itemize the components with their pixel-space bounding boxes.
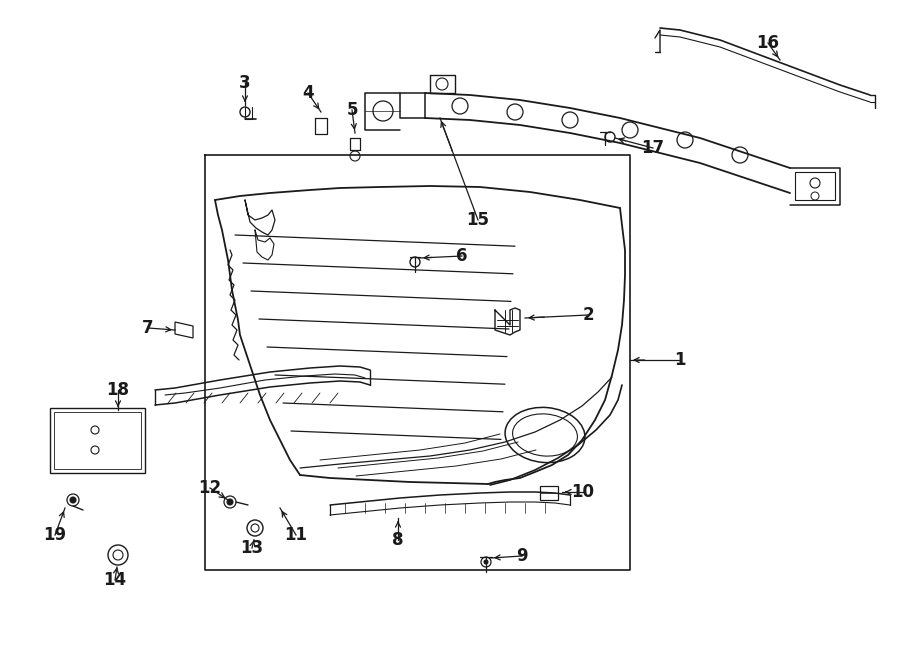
Text: 4: 4 xyxy=(302,84,314,102)
Circle shape xyxy=(484,560,488,564)
Text: 13: 13 xyxy=(240,539,264,557)
Bar xyxy=(54,412,141,469)
Text: 10: 10 xyxy=(572,483,595,501)
Bar xyxy=(50,408,145,473)
Text: 1: 1 xyxy=(674,351,686,369)
Text: 17: 17 xyxy=(642,139,664,157)
Text: 8: 8 xyxy=(392,531,404,549)
Text: 14: 14 xyxy=(104,571,127,589)
Bar xyxy=(795,172,835,200)
Circle shape xyxy=(70,497,76,503)
Bar xyxy=(540,486,558,500)
Text: 2: 2 xyxy=(582,306,594,324)
Text: 19: 19 xyxy=(43,526,67,544)
Text: 18: 18 xyxy=(106,381,130,399)
Text: 15: 15 xyxy=(466,211,490,229)
Text: 3: 3 xyxy=(239,74,251,92)
Text: 12: 12 xyxy=(198,479,221,497)
Circle shape xyxy=(227,499,233,505)
Text: 5: 5 xyxy=(346,101,358,119)
Text: 16: 16 xyxy=(757,34,779,52)
Text: 6: 6 xyxy=(456,247,468,265)
Text: 11: 11 xyxy=(284,526,308,544)
Text: 7: 7 xyxy=(142,319,154,337)
Text: 9: 9 xyxy=(517,547,527,565)
